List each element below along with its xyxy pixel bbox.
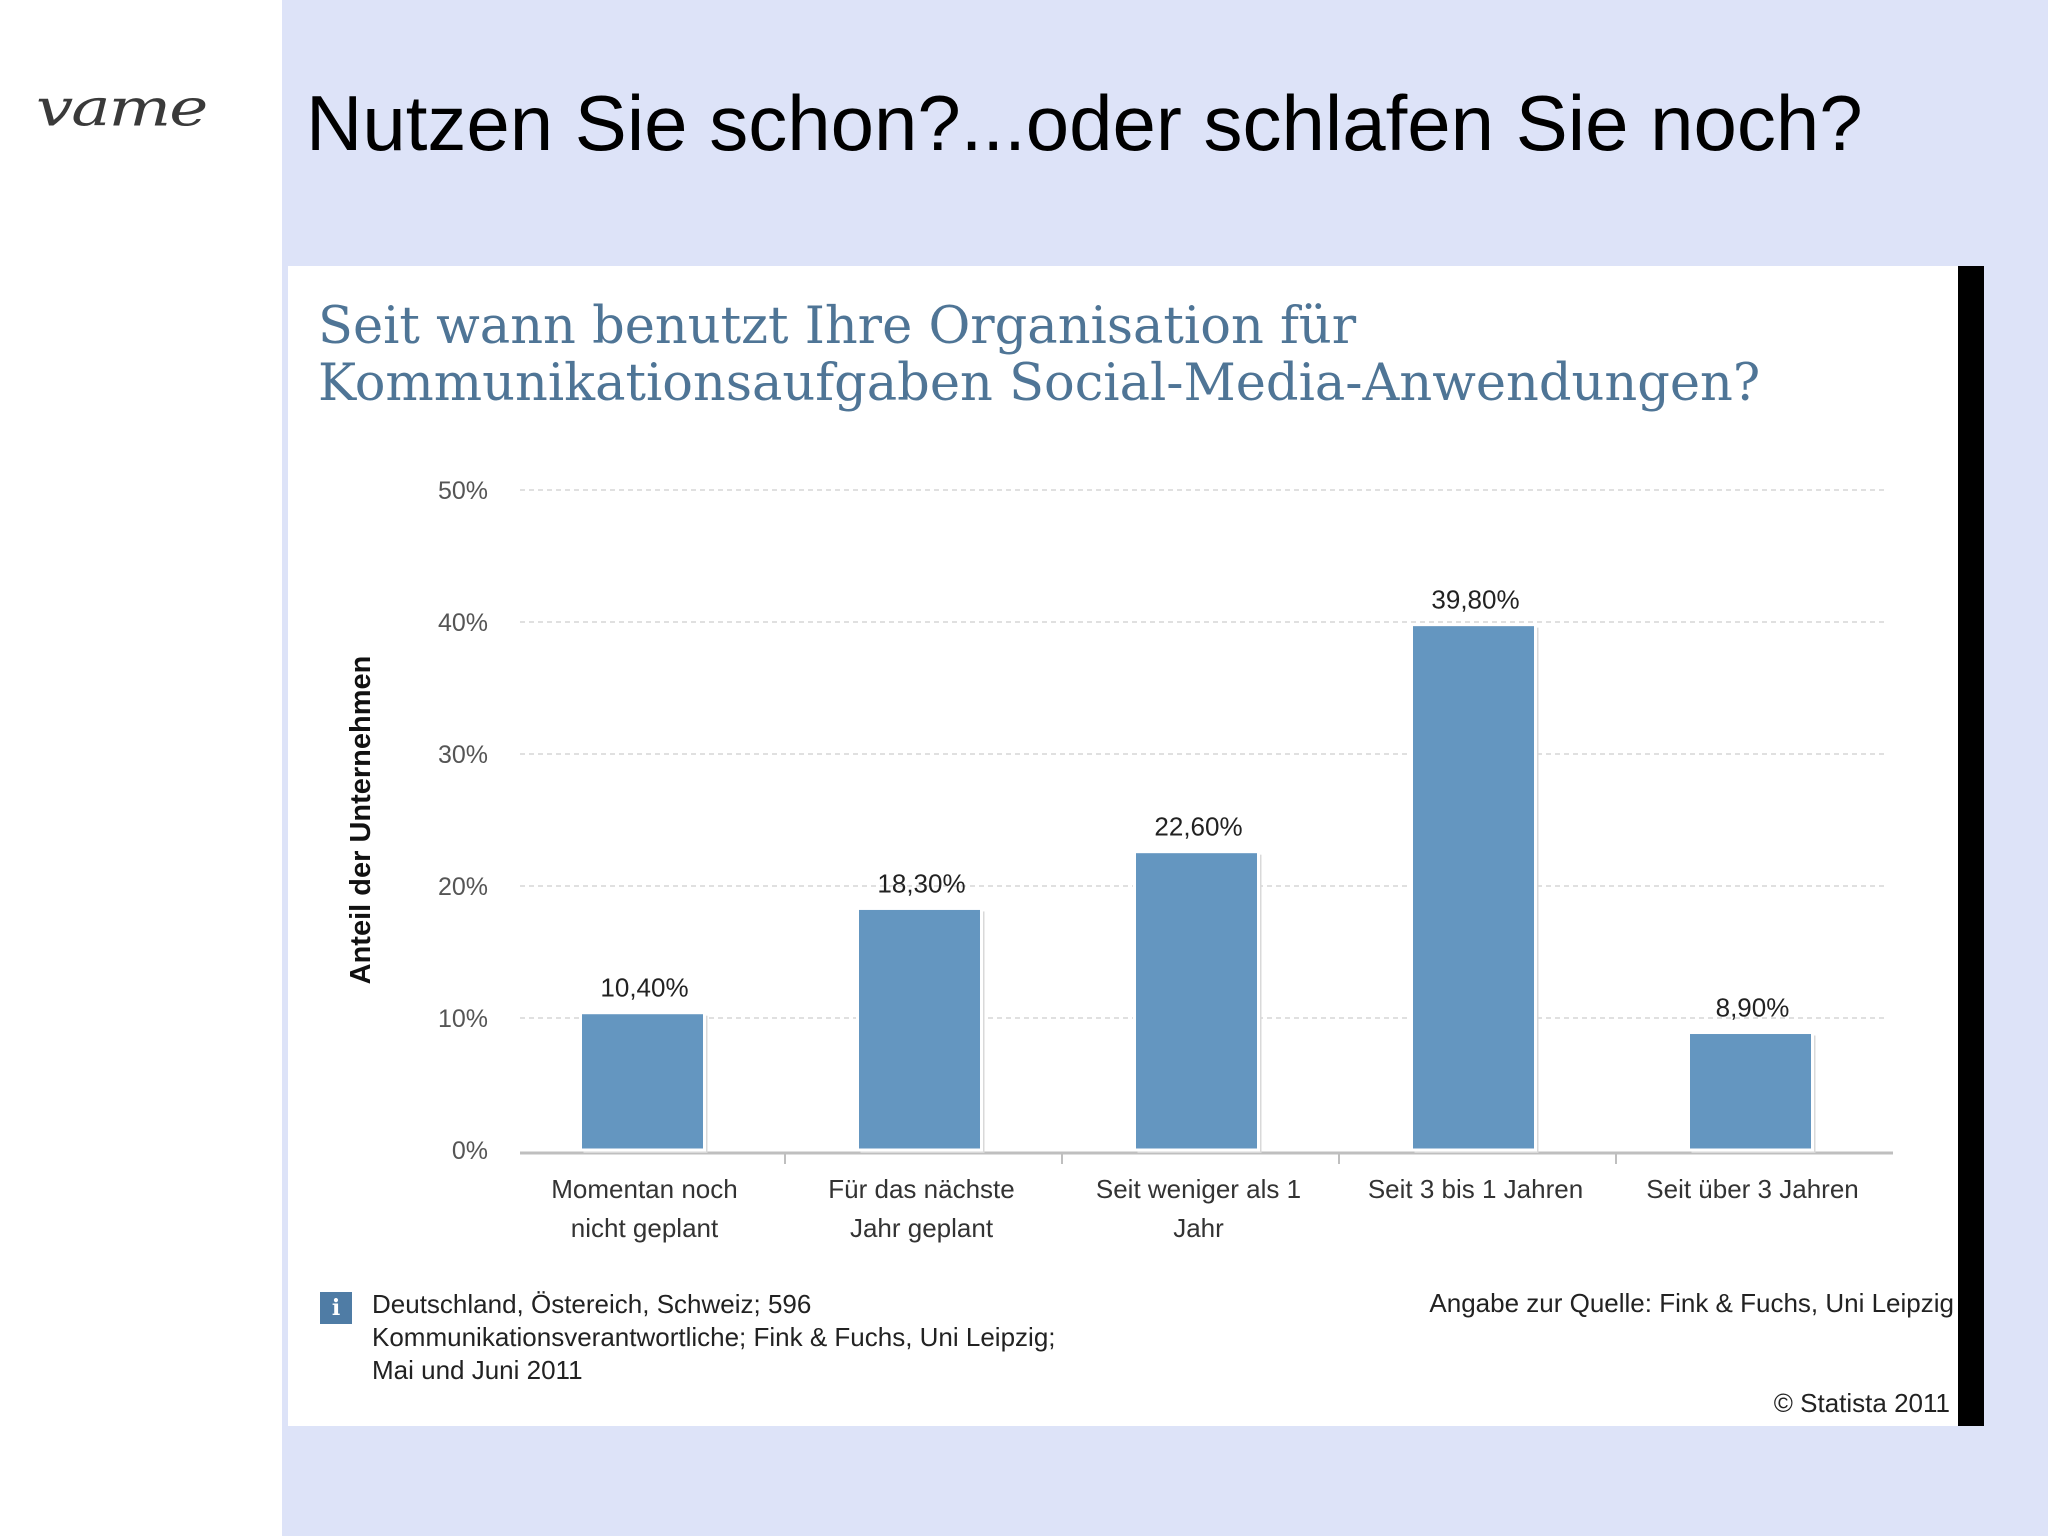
y-axis-label: Anteil der Unternehmen <box>345 656 377 985</box>
x-tick-label: Jahr geplant <box>850 1213 994 1243</box>
chart-title-line-1: Seit wann benutzt Ihre Organisation für <box>318 297 1357 356</box>
data-label: 18,30% <box>877 868 965 898</box>
y-tick-label: 30% <box>438 741 488 769</box>
footnote: Deutschland, Östereich, Schweiz; 596 Kom… <box>372 1289 1056 1385</box>
bar <box>579 1011 706 1152</box>
y-tick-label: 20% <box>438 873 488 901</box>
chart-title: Seit wann benutzt Ihre Organisation für … <box>318 298 1918 412</box>
bar <box>1410 623 1537 1152</box>
data-label: 10,40% <box>600 973 688 1003</box>
logo: vame <box>36 78 208 139</box>
y-tick-label: 10% <box>438 1005 488 1033</box>
bar <box>1687 1031 1814 1152</box>
copyright: © Statista 2011 <box>1773 1388 1950 1418</box>
slide-title: Nutzen Sie schon?...oder schlafen Sie no… <box>306 79 1863 167</box>
source-note: Angabe zur Quelle: Fink & Fuchs, Uni Lei… <box>1429 1288 1954 1318</box>
chart-card: Seit wann benutzt Ihre Organisation für … <box>288 266 1958 1426</box>
x-tick-label: Für das nächste <box>828 1174 1014 1204</box>
x-tick-label: Seit weniger als 1 <box>1096 1174 1301 1204</box>
bar <box>1133 850 1260 1152</box>
bar-chart: 0% 10% 20% 30% 40% 50% Anteil der Unternehmen 1… <box>345 477 1893 1243</box>
data-label: 22,60% <box>1154 812 1242 842</box>
x-tick-label: Seit über 3 Jahren <box>1646 1174 1858 1204</box>
x-tick-label: Momentan noch <box>551 1174 737 1204</box>
card-edge <box>1958 266 1984 1426</box>
chart-title-line-2: Kommunikationsaufgaben Social-Media-Anwe… <box>318 354 1761 413</box>
y-tick-label: 50% <box>438 477 488 505</box>
data-label: 8,90% <box>1716 993 1790 1023</box>
y-tick-label: 40% <box>438 609 488 637</box>
y-tick-label: 0% <box>452 1137 488 1165</box>
data-label: 39,80% <box>1431 585 1519 615</box>
bar <box>856 906 983 1152</box>
x-tick-label: Jahr <box>1173 1213 1224 1243</box>
left-strip <box>0 0 282 1536</box>
x-tick-label: Seit 3 bis 1 Jahren <box>1368 1174 1583 1204</box>
info-icon[interactable]: i <box>320 1292 352 1324</box>
x-tick-label: nicht geplant <box>571 1213 719 1243</box>
